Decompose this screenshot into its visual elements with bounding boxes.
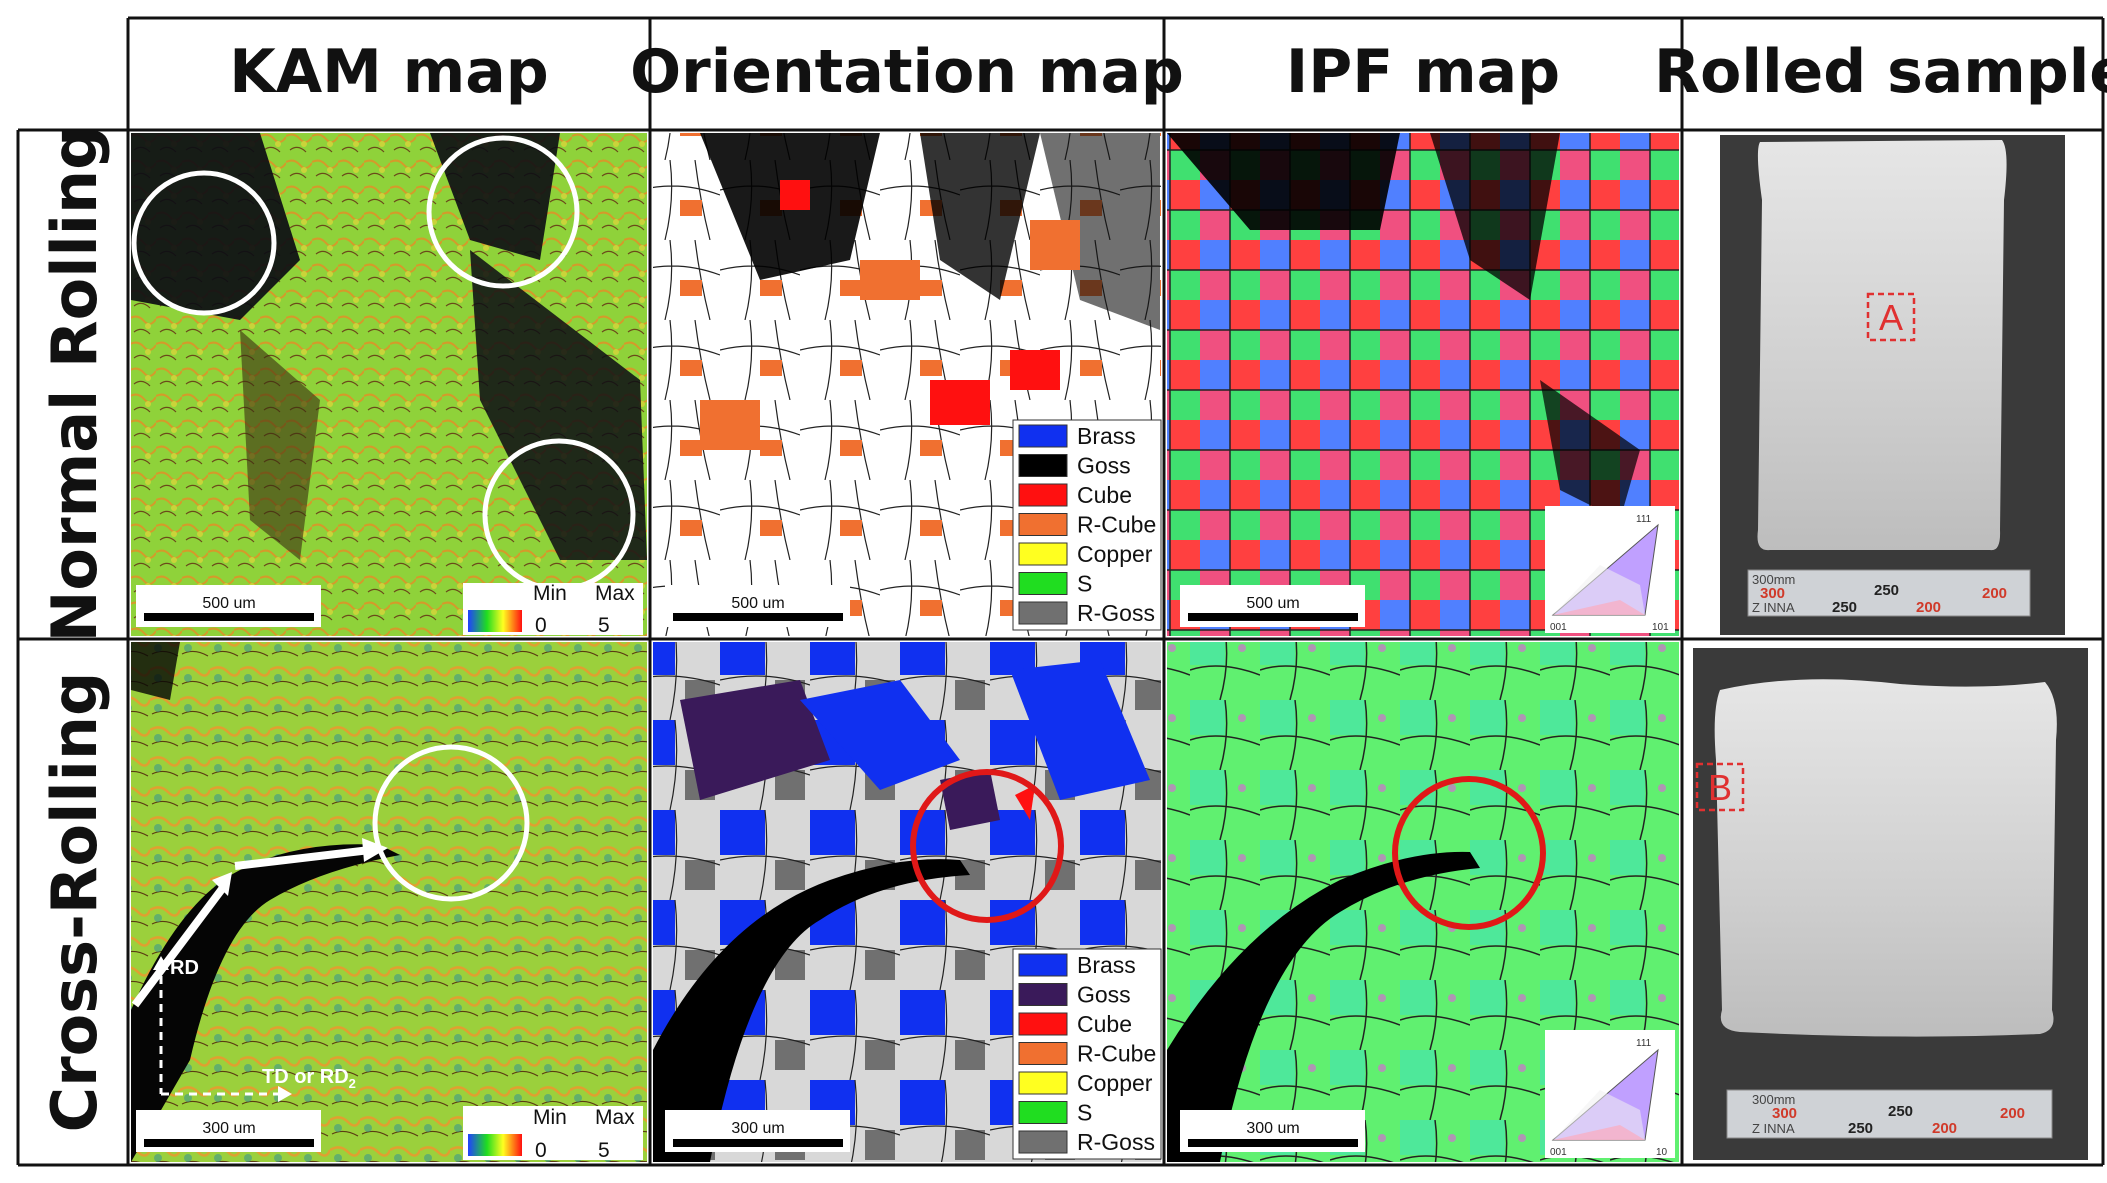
rolled-sheet-a [1757,140,2007,551]
ruler-cross-brand: Z INNA [1752,1121,1795,1136]
ipf-map-cross-panel: 300 um 111 001 10 [1167,642,1679,1162]
axis-label-td-subscript: 2 [349,1076,356,1091]
ipf-map-normal-panel: 500 um 111 001 101 [1167,133,1679,636]
legend-swatch-s [1018,572,1068,595]
legend-label-r-cube: R-Cube [1077,512,1156,538]
orientation-normal-legend: Brass Goss Cube R-Cube Copper S R-Goss [1012,419,1162,631]
legend-swatch-goss [1018,983,1068,1006]
ruler-normal-value-300: 300 [1760,585,1785,602]
legend-label-copper: Copper [1077,1070,1153,1096]
legend-swatch-r-cube [1018,513,1068,536]
kam-cross-min-label: Min [533,1106,567,1129]
ipf-normal-key: 111 001 101 [1545,506,1675,633]
legend-swatch-copper [1018,542,1068,566]
legend-swatch-copper [1018,1071,1068,1095]
legend-label-brass: Brass [1077,952,1136,978]
orientation-cross-scale-bar-label: 300 um [731,1120,784,1137]
ipf-cross-scale-bar-label: 300 um [1246,1120,1299,1137]
legend-label-r-cube: R-Cube [1077,1041,1156,1067]
ruler-cross-unit: 300mm [1752,1092,1795,1107]
header-orientation-map: Orientation map [630,37,1184,107]
kam-normal-max-label: Max [595,582,635,605]
kam-cross-max-label: Max [595,1106,635,1129]
header-rolled-sample: Rolled sample [1654,37,2107,107]
legend-swatch-cube [1018,483,1068,507]
legend-label-s: S [1077,571,1092,597]
ipf-cross-circle [1392,776,1546,930]
legend-swatch-r-cube [1018,1042,1068,1065]
orientation-map-cross-panel: 300 um Brass Goss Cube R-Cube Copper S R-Goss [653,642,1162,1162]
legend-label-goss: Goss [1077,453,1131,479]
kam-normal-scale-bar-label: 500 um [202,595,255,612]
legend-label-r-goss: R-Goss [1077,600,1155,626]
legend-swatch-brass [1018,953,1068,977]
sample-label-b: B [1708,767,1732,808]
axis-label-rd: RD [170,957,199,979]
orientation-cross-legend: Brass Goss Cube R-Cube Copper S R-Goss [1012,948,1162,1160]
ruler-normal-value-200-lower: 200 [1916,599,1941,616]
sample-marker-b [1695,762,1745,812]
ipf-normal-key-101: 101 [1652,622,1669,633]
ipf-cross-key: 111 001 10 [1545,1030,1675,1158]
kam-cross-max-value: 5 [598,1139,610,1162]
ruler-cross-value-200: 200 [2000,1105,2025,1122]
legend-label-s: S [1077,1100,1092,1126]
legend-swatch-cube [1018,1012,1068,1036]
ipf-normal-key-001: 001 [1550,622,1567,633]
legend-swatch-brass [1018,424,1068,448]
kam-normal-circle-1 [131,170,277,316]
ipf-cross-key-10: 10 [1656,1147,1668,1158]
orientation-normal-scale-bar-label: 500 um [731,595,784,612]
ruler-cross-value-300: 300 [1772,1105,1797,1122]
kam-normal-max-value: 5 [598,614,610,637]
rolled-sample-normal-panel: A 300mm 300 250 200 250 200 Z INNA [1720,135,2065,635]
ruler-cross-value-250-lower: 250 [1848,1120,1873,1137]
orientation-cross-circle [910,769,1064,923]
legend-swatch-goss [1018,454,1068,477]
ipf-cross-key-001: 001 [1550,1147,1567,1158]
ruler-cross: 300mm 300 250 200 250 200 Z INNA [1726,1089,2053,1139]
legend-label-cube: Cube [1077,1011,1132,1037]
row-label-cross-rolling: Cross-Rolling [38,672,111,1133]
kam-cross-circle [372,744,530,902]
ruler-normal-value-250: 250 [1874,582,1899,599]
kam-map-cross-panel: RD TD or RD2 300 um Min Max 0 5 [131,642,647,1162]
rolled-sample-cross-panel: B 300mm 300 250 200 250 200 Z INNA [1693,648,2088,1160]
kam-normal-circle-2 [426,135,580,289]
ruler-normal-brand: Z INNA [1752,600,1795,615]
ruler-normal-value-250-lower: 250 [1832,599,1857,616]
ruler-normal: 300mm 300 250 200 250 200 Z INNA [1747,569,2031,617]
header-ipf-map: IPF map [1286,37,1560,107]
ruler-cross-value-200-lower: 200 [1932,1120,1957,1137]
ruler-normal-unit: 300mm [1752,572,1795,587]
ipf-cross-key-111: 111 [1636,1038,1652,1049]
ipf-normal-scale-bar-label: 500 um [1246,595,1299,612]
kam-cross-scale-bar-label: 300 um [202,1120,255,1137]
kam-normal-min-label: Min [533,582,567,605]
row-label-normal-rolling: Normal Rolling [38,126,111,643]
legend-label-goss: Goss [1077,982,1131,1008]
kam-cross-min-value: 0 [535,1139,547,1162]
sample-marker-a [1866,292,1916,342]
orientation-map-normal-panel: 500 um Brass Goss Cube R-Cube Copper S R-Goss [653,133,1162,636]
figure-grid [16,16,2105,1167]
kam-normal-min-value: 0 [535,614,547,637]
ruler-cross-value-250: 250 [1888,1103,1913,1120]
ipf-normal-key-111: 111 [1636,514,1652,525]
legend-swatch-r-goss [1018,1130,1068,1154]
ruler-normal-value-200: 200 [1982,585,2007,602]
sample-label-a: A [1879,297,1903,338]
header-kam-map: KAM map [229,37,548,107]
legend-swatch-r-goss [1018,601,1068,625]
legend-label-r-goss: R-Goss [1077,1129,1155,1155]
axis-label-td: TD or RD2 [262,1066,356,1091]
legend-swatch-s [1018,1101,1068,1124]
legend-label-copper: Copper [1077,541,1153,567]
legend-label-brass: Brass [1077,423,1136,449]
rolled-sheet-b [1714,679,2057,1037]
kam-map-normal-panel: 500 um Min Max 0 5 [131,133,647,637]
legend-label-cube: Cube [1077,482,1132,508]
